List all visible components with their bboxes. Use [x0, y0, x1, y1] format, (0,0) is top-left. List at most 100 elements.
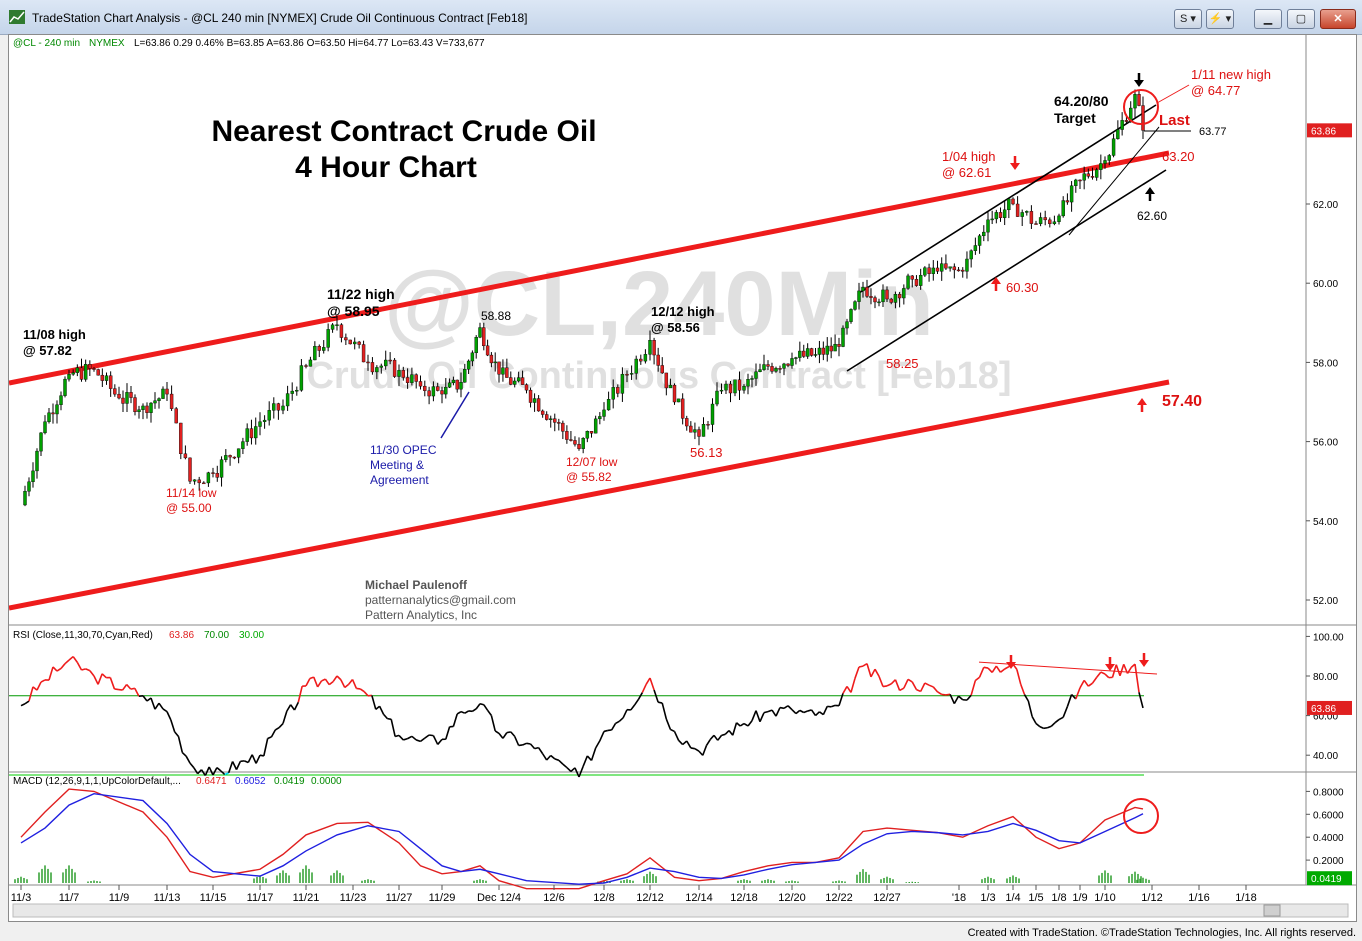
rsi-line-segment [1031, 716, 1037, 724]
candle-body [431, 386, 436, 397]
rsi-line-segment [502, 732, 508, 739]
down-arrow-icon [1139, 660, 1149, 667]
time-axis-label: 1/4 [1005, 892, 1020, 904]
candle-body [129, 392, 133, 398]
candle-body [961, 269, 965, 272]
candle-body [982, 231, 986, 237]
rsi-line-segment [28, 686, 34, 702]
chart-title: Nearest Contract Crude Oil [211, 115, 596, 148]
rsi-line-segment [1035, 722, 1041, 728]
last-price-box [1307, 123, 1352, 138]
candle-body [672, 384, 677, 403]
candle-body [245, 428, 249, 442]
candle-body [821, 347, 826, 355]
candle-body [161, 388, 165, 399]
candle-body [634, 358, 638, 374]
rsi-line-segment [316, 680, 323, 688]
rsi-line-segment [121, 684, 128, 691]
rsi-line-segment [787, 705, 793, 711]
rsi-line-segment [1062, 706, 1069, 718]
rsi-line-segment [224, 772, 229, 776]
rsi-line-segment [101, 673, 107, 679]
candle-body [660, 365, 664, 374]
symbol-link-button[interactable]: S ▾ [1174, 9, 1202, 29]
rsi-line-segment [235, 760, 242, 770]
candle-body [902, 288, 906, 299]
rsi-line-segment [174, 731, 180, 738]
time-axis-label: 1/3 [980, 892, 995, 904]
candle-body [313, 346, 317, 361]
chart-canvas[interactable]: @CL - 240 min NYMEX L=63.86 0.29 0.46% B=6… [8, 35, 1356, 921]
candle-body [513, 380, 517, 385]
rsi-line-segment [570, 767, 576, 773]
rsi-line-segment [686, 740, 692, 749]
candle-body [361, 344, 366, 363]
rsi-line-segment [340, 679, 346, 688]
candle-body [108, 375, 113, 389]
candle-body [935, 267, 940, 272]
candle-body [463, 369, 467, 383]
rsi-line-segment [775, 707, 781, 717]
candle-body [750, 378, 754, 380]
rsi-line-segment [290, 704, 296, 711]
time-axis-label: 12/8 [593, 892, 614, 904]
candle-body [165, 388, 169, 395]
time-axis-label: 12/14 [685, 892, 713, 904]
rsi-line-segment [743, 722, 749, 727]
candle-body [893, 294, 898, 303]
candle-body [474, 337, 478, 354]
rsi-line-segment [661, 702, 668, 720]
time-axis-label: 12/27 [873, 892, 901, 904]
candle-body [577, 444, 581, 449]
close-button[interactable]: ✕ [1320, 9, 1356, 29]
rsi-line-segment [513, 736, 520, 746]
candle-body [174, 408, 178, 424]
rsi-legend: RSI (Close,11,30,70,Cyan,Red) [13, 630, 153, 641]
candle-body [88, 364, 92, 369]
candle-body [192, 479, 197, 482]
candle-body [540, 410, 545, 415]
candle-body [1015, 203, 1020, 217]
candle-body [689, 425, 693, 433]
rsi-line-segment [150, 697, 156, 710]
candle-body [1078, 179, 1082, 182]
time-axis-label: 1/5 [1028, 892, 1043, 904]
candle-body [786, 363, 790, 366]
opec-pointer-line [440, 391, 470, 439]
time-axis-label: 12/20 [778, 892, 806, 904]
candle-body [693, 429, 697, 433]
rsi-line-segment [270, 729, 277, 738]
candle-body [133, 397, 137, 413]
rsi-line-segment [582, 755, 589, 767]
rsi-line-segment [1138, 692, 1144, 709]
candle-body [825, 345, 829, 355]
lower-trend-line [846, 169, 1167, 372]
rsi-line-segment [166, 711, 172, 721]
annotation-label: @ 55.82 [566, 470, 612, 484]
rsi-line-segment [953, 695, 960, 705]
rsi-line-segment [52, 666, 58, 672]
rsi-line-segment [731, 722, 738, 736]
candle-body [392, 359, 397, 377]
maximize-button[interactable]: ▢ [1287, 9, 1315, 29]
rsi-line-segment [356, 687, 361, 690]
rsi-y-tick-label: 40.00 [1313, 751, 1338, 762]
rsi-line-segment [378, 705, 385, 715]
rsi-line-segment [1050, 721, 1056, 727]
candle-body [611, 387, 615, 400]
quick-action-button[interactable]: ⚡ ▾ [1206, 9, 1234, 29]
candle-body [35, 450, 39, 472]
candle-body [706, 424, 710, 426]
candle-body [96, 369, 100, 376]
macd-signal-value: 0.6052 [235, 776, 266, 787]
candle-body [553, 418, 557, 423]
rsi-line-segment [1039, 725, 1044, 730]
candle-body [509, 377, 513, 385]
annotation-label: Target [1054, 110, 1096, 126]
rsi-line-segment [134, 687, 140, 697]
candle-body [969, 250, 973, 260]
candle-body [643, 354, 648, 362]
rsi-line-segment [928, 684, 934, 688]
minimize-button[interactable]: ▁ [1254, 9, 1282, 29]
rsi-line-segment [870, 668, 876, 678]
